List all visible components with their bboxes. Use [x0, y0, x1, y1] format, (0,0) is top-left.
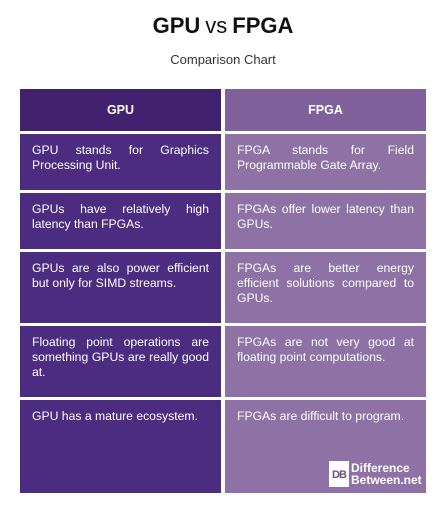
- table-row: Floating point operations are something …: [20, 326, 426, 397]
- table-row: GPU has a mature ecosystem. FPGAs are di…: [20, 400, 426, 493]
- header-fpga: FPGA: [225, 89, 426, 131]
- gpu-cell: GPU stands for Graphics Processing Unit.: [20, 134, 221, 190]
- table-header-row: GPU FPGA: [20, 89, 426, 131]
- fpga-cell: FPGAs are better energy efficient soluti…: [225, 252, 426, 323]
- gpu-cell: GPUs have relatively high latency than F…: [20, 193, 221, 249]
- title-right: FPGA: [232, 13, 294, 38]
- table-row: GPU stands for Graphics Processing Unit.…: [20, 134, 426, 190]
- logo-text: Difference Between.net: [351, 462, 422, 486]
- gpu-cell: Floating point operations are something …: [20, 326, 221, 397]
- table-row: GPUs are also power efficient but only f…: [20, 252, 426, 323]
- page-title: GPU vs FPGA: [0, 13, 446, 39]
- fpga-cell: FPGAs are difficult to program.: [225, 400, 426, 493]
- table-row: GPUs have relatively high latency than F…: [20, 193, 426, 249]
- logo-line-2: Between.net: [351, 473, 422, 487]
- fpga-cell: FPGA stands for Field Programmable Gate …: [225, 134, 426, 190]
- db-logo-icon: DB: [329, 461, 349, 487]
- page-subtitle: Comparison Chart: [170, 52, 276, 67]
- fpga-cell: FPGAs offer lower latency than GPUs.: [225, 193, 426, 249]
- header-gpu: GPU: [20, 89, 221, 131]
- fpga-cell: FPGAs are not very good at floating poin…: [225, 326, 426, 397]
- logo-line-1: Difference: [351, 461, 410, 475]
- gpu-cell: GPUs are also power efficient but only f…: [20, 252, 221, 323]
- title-vs: vs: [205, 13, 228, 38]
- title-left: GPU: [152, 13, 201, 38]
- gpu-cell: GPU has a mature ecosystem.: [20, 400, 221, 493]
- comparison-table: GPU FPGA GPU stands for Graphics Process…: [20, 89, 426, 496]
- differencebetween-logo: DB Difference Between.net: [329, 461, 422, 487]
